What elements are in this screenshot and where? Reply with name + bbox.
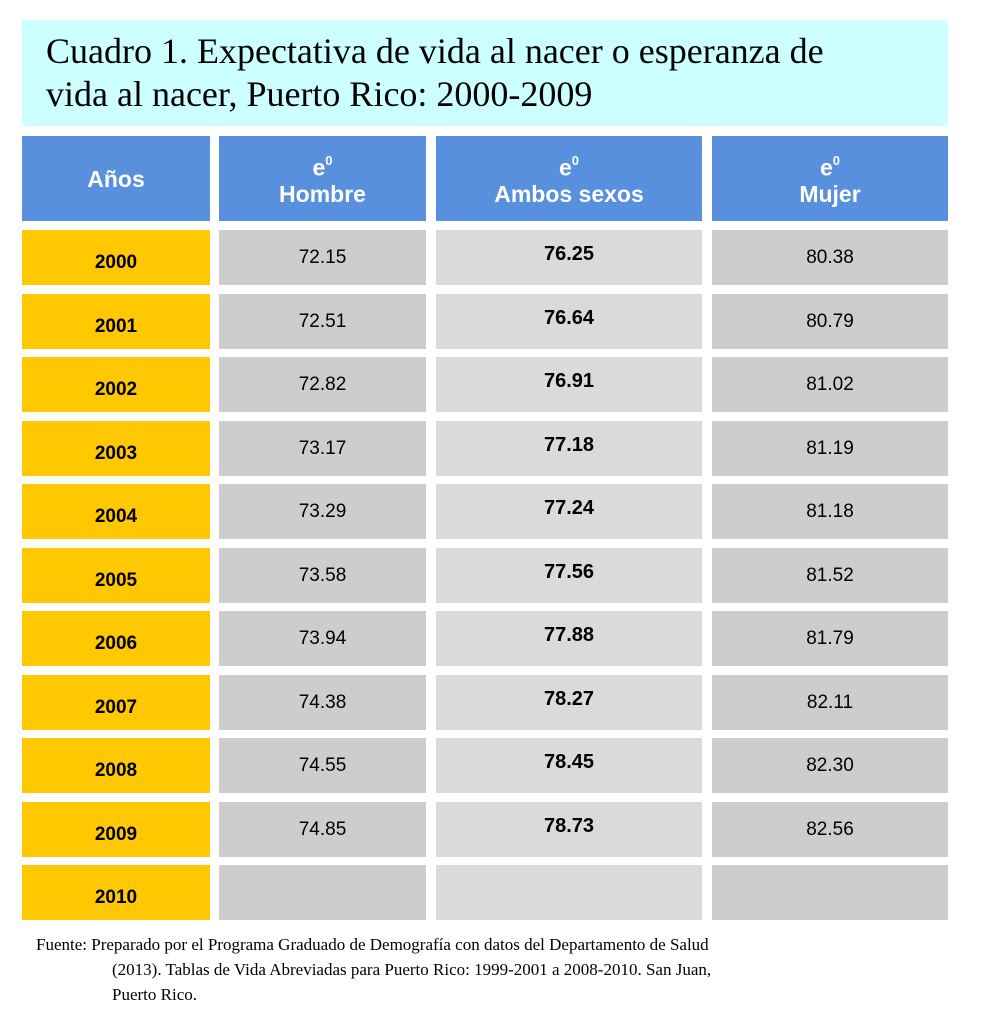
cell-year-2010: 2010	[22, 865, 210, 920]
cell-year-2008: 2008	[22, 738, 210, 793]
cell-year-2007: 2007	[22, 675, 210, 730]
header-both-e0: e0	[558, 153, 580, 181]
cell-male-2002: 72.82	[219, 357, 426, 412]
title-line-1: Cuadro 1. Expectativa de vida al nacer o…	[46, 31, 824, 71]
table-title: Cuadro 1. Expectativa de vida al nacer o…	[46, 30, 948, 116]
cell-male-2007: 74.38	[219, 675, 426, 730]
cell-year-2005: 2005	[22, 548, 210, 603]
cell-year-2006: 2006	[22, 611, 210, 666]
cell-male-2005: 73.58	[219, 548, 426, 603]
header-male-e0: e0	[312, 153, 333, 181]
cell-female-2008: 82.30	[712, 738, 948, 793]
source-line-2: (2013). Tablas de Vida Abreviadas para P…	[112, 960, 712, 979]
cell-male-2010	[219, 865, 426, 920]
cell-year-2004: 2004	[22, 484, 210, 539]
cell-male-2003: 73.17	[219, 421, 426, 476]
header-female: e0 Mujer	[712, 136, 948, 221]
cell-female-2005: 81.52	[712, 548, 948, 603]
cell-female-2001: 80.79	[712, 294, 948, 349]
cell-female-2000: 80.38	[712, 230, 948, 285]
title-box: Cuadro 1. Expectativa de vida al nacer o…	[22, 20, 948, 126]
cell-year-2002: 2002	[22, 357, 210, 412]
cell-female-2009: 82.56	[712, 802, 948, 857]
cell-year-2003: 2003	[22, 421, 210, 476]
cell-both-2006: 77.88	[436, 611, 702, 666]
cell-male-2006: 73.94	[219, 611, 426, 666]
cell-both-2008: 78.45	[436, 738, 702, 793]
cell-both-2004: 77.24	[436, 484, 702, 539]
cell-year-2009: 2009	[22, 802, 210, 857]
header-male: e0 Hombre	[219, 136, 426, 221]
title-line-2: vida al nacer, Puerto Rico: 2000-2009	[46, 74, 593, 114]
cell-both-2005: 77.56	[436, 548, 702, 603]
cell-female-2006: 81.79	[712, 611, 948, 666]
cell-both-2009: 78.73	[436, 802, 702, 857]
header-years-label: Años	[87, 165, 145, 192]
source-note: Fuente: Preparado por el Programa Gradua…	[36, 932, 936, 1007]
header-male-label: Hombre	[279, 180, 366, 207]
cell-both-2000: 76.25	[436, 230, 702, 285]
cell-both-2010	[436, 865, 702, 920]
cell-female-2010	[712, 865, 948, 920]
header-female-label: Mujer	[799, 180, 861, 207]
source-line-3: Puerto Rico.	[112, 985, 197, 1004]
cell-female-2007: 82.11	[712, 675, 948, 730]
header-female-e0: e0	[819, 153, 841, 181]
header-years: Años	[22, 136, 210, 221]
cell-male-2009: 74.85	[219, 802, 426, 857]
cell-male-2004: 73.29	[219, 484, 426, 539]
cell-female-2004: 81.18	[712, 484, 948, 539]
header-both-label: Ambos sexos	[494, 180, 644, 207]
header-both: e0 Ambos sexos	[436, 136, 702, 221]
cell-male-2000: 72.15	[219, 230, 426, 285]
source-line-1: Fuente: Preparado por el Programa Gradua…	[36, 935, 709, 954]
cell-year-2000: 2000	[22, 230, 210, 285]
cell-both-2007: 78.27	[436, 675, 702, 730]
cell-both-2002: 76.91	[436, 357, 702, 412]
cell-male-2008: 74.55	[219, 738, 426, 793]
cell-female-2003: 81.19	[712, 421, 948, 476]
cell-both-2001: 76.64	[436, 294, 702, 349]
cell-male-2001: 72.51	[219, 294, 426, 349]
cell-female-2002: 81.02	[712, 357, 948, 412]
cell-both-2003: 77.18	[436, 421, 702, 476]
cell-year-2001: 2001	[22, 294, 210, 349]
